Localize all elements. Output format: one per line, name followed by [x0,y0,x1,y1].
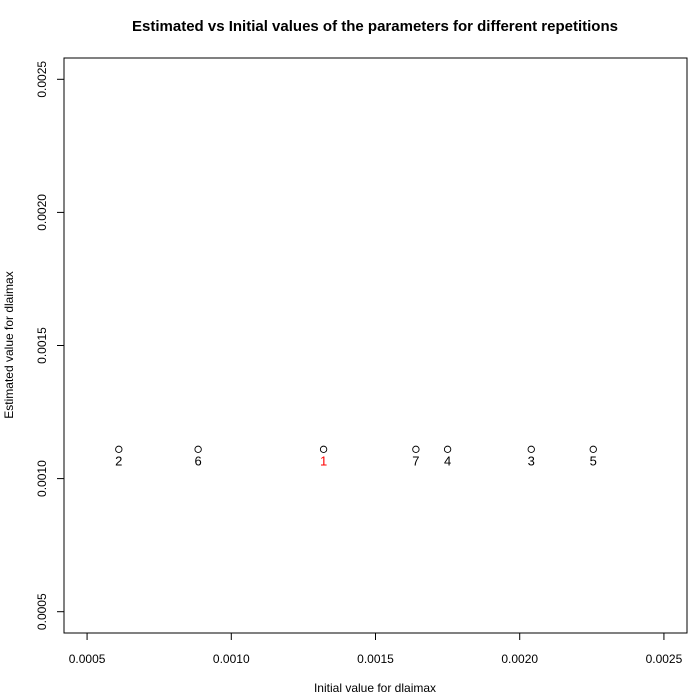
y-axis: 0.0005 0.0010 0.0015 0.0020 0.0025 [35,61,64,630]
point-label: 6 [195,453,202,468]
y-tick-label: 0.0010 [35,460,49,497]
x-tick-label: 0.0010 [213,652,250,666]
data-point [194,445,202,453]
data-point [527,445,535,453]
y-axis-title: Estimated value for dlaimax [2,271,16,418]
x-tick-label: 0.0020 [501,652,538,666]
point-label: 2 [115,453,122,468]
data-point [115,445,123,453]
data-point [319,445,328,453]
y-tick-label: 0.0005 [35,593,49,630]
point-label: 5 [590,453,597,468]
chart-title: Estimated vs Initial values of the param… [132,18,618,35]
y-tick-label: 0.0020 [35,194,49,231]
x-axis-title: Initial value for dlaimax [314,681,436,695]
data-point [443,445,452,453]
point-label: 4 [444,453,451,468]
data-points: 2 6 1 7 4 3 5 [115,445,597,468]
plot-frame [63,57,688,634]
x-tick-label: 0.0025 [646,652,683,666]
x-tick-label: 0.0015 [357,652,394,666]
y-tick-label: 0.0015 [35,327,49,364]
point-label: 7 [412,453,419,468]
x-tick-label: 0.0005 [69,652,106,666]
point-label: 1 [320,453,327,468]
x-axis: 0.0005 0.0010 0.0015 0.0020 0.0025 [69,633,683,666]
y-tick-label: 0.0025 [35,61,49,98]
data-point [589,445,597,453]
point-label: 3 [528,453,535,468]
data-point [412,445,420,453]
